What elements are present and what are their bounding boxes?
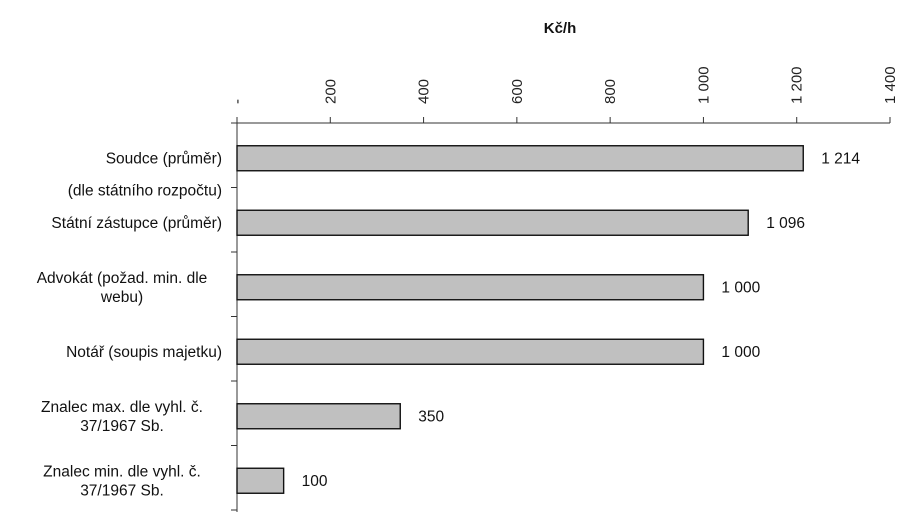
bars-group: 1 214 1 096 1 000 1 000 350 100 [236, 145, 860, 494]
category-label: Znalec min. dle vyhl. č. [43, 463, 201, 480]
bar [236, 209, 749, 236]
bar-value-label: 350 [418, 408, 444, 425]
bar-value-label: 1 000 [721, 344, 760, 361]
x-tick-label: - [229, 99, 246, 104]
bar-value-label: 1 214 [821, 150, 860, 167]
bar [236, 274, 705, 301]
bar [236, 145, 804, 172]
category-label: (dle státního rozpočtu) [68, 182, 222, 199]
bar-value-label: 1 000 [721, 279, 760, 296]
category-label: Soudce (průměr) [106, 150, 222, 167]
bar [236, 403, 401, 430]
x-tick-label: 200 [322, 79, 339, 104]
category-label: 37/1967 Sb. [80, 418, 164, 435]
category-label: Znalec max. dle vyhl. č. [41, 399, 203, 416]
axis-title: Kč/h [544, 20, 577, 37]
x-tick-label: 600 [509, 79, 526, 104]
bar-value-label: 100 [302, 473, 328, 490]
x-tick-label: 800 [602, 79, 619, 104]
category-label: Notář (soupis majetku) [66, 344, 222, 361]
x-tick-label: 1 200 [789, 66, 806, 104]
bar [236, 467, 285, 494]
category-label: webu) [100, 289, 143, 306]
x-tick-label: 1 400 [882, 66, 897, 104]
category-label: 37/1967 Sb. [80, 482, 164, 499]
x-tick-label: 400 [416, 79, 433, 104]
bar [236, 338, 705, 365]
x-tick-label: 1 000 [695, 66, 712, 104]
x-axis-ticks: - 200 400 600 800 1 000 1 200 1 400 [229, 66, 897, 512]
bar-value-label: 1 096 [766, 215, 805, 232]
category-label: Státní zástupce (průměr) [51, 215, 222, 232]
category-labels: Soudce (průměr) (dle státního rozpočtu) St… [37, 150, 222, 499]
category-label: Advokát (požad. min. dle [37, 270, 208, 287]
